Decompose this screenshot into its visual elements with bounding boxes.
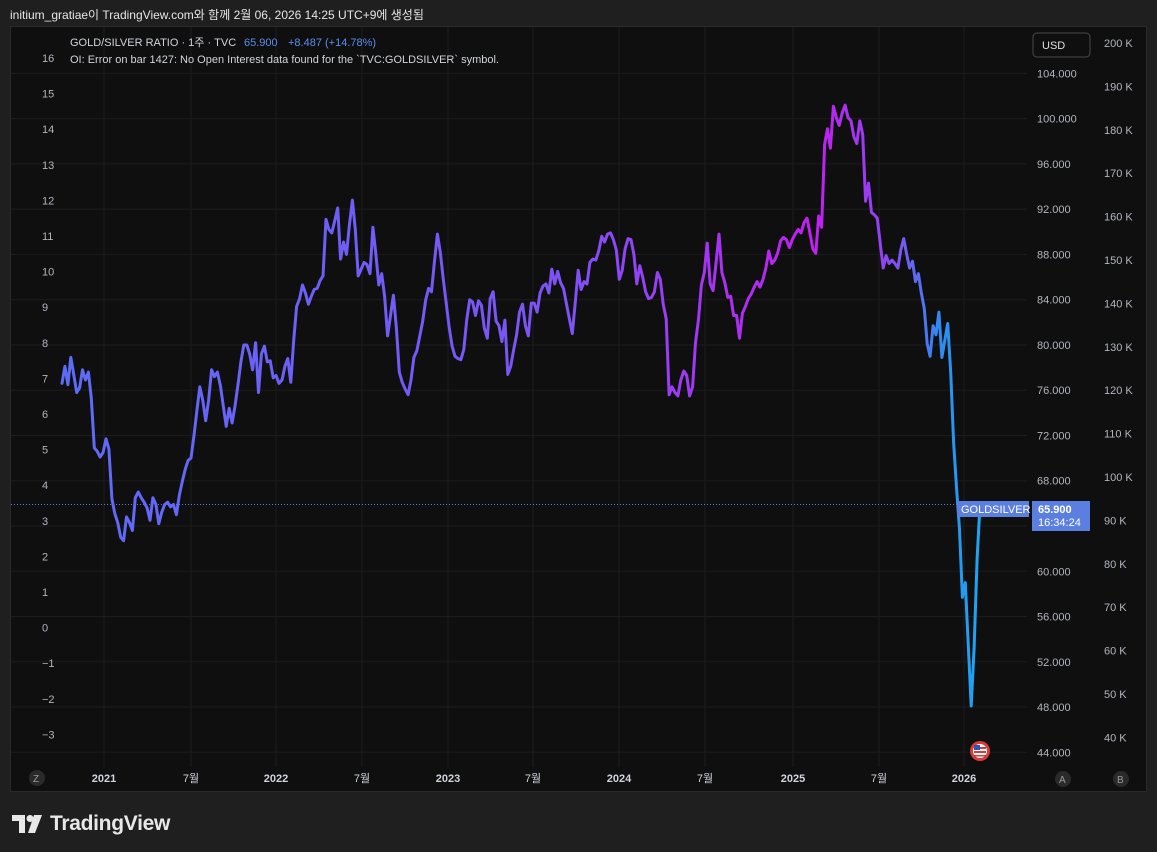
volume-scale-axis: 200 K 190 K 180 K 170 K 160 K 150 K 140 K 130 K… [1104, 38, 1133, 744]
auto-scale-button[interactable]: A [1055, 771, 1071, 787]
snapshot-caption: initium_gratiae이 TradingView.com와 함께 2월 … [10, 8, 424, 22]
right-axis-tick-label: 60.000 [1037, 566, 1071, 578]
right-axis-tick-label: 88.000 [1037, 249, 1071, 261]
chart-grid [11, 27, 1027, 767]
footer-bar: TradingView [0, 792, 1157, 852]
tradingview-logo[interactable]: TradingView [12, 812, 170, 836]
right-axis-tick-label: 72.000 [1037, 430, 1071, 442]
right-axis-tick-label: 84.000 [1037, 295, 1071, 307]
right-axis-tick-label: 76.000 [1037, 385, 1071, 397]
left-axis-tick-label: 15 [42, 89, 54, 101]
time-axis-label: 7월 [183, 772, 199, 785]
far-axis-tick-label: 80 K [1104, 559, 1127, 571]
left-axis-tick-label: −1 [42, 658, 55, 670]
time-axis[interactable]: 2021 7월 2022 7월 2023 7월 2024 7월 2025 7월 2026 [92, 772, 976, 785]
left-axis-tick-label: 11 [42, 231, 53, 243]
far-axis-tick-label: 150 K [1104, 255, 1133, 267]
left-axis-tick-label: −2 [42, 694, 55, 706]
time-axis-label: 2023 [436, 773, 460, 785]
left-axis-tick-label: 12 [42, 195, 54, 207]
price-label-symbol: GOLDSILVER [961, 504, 1031, 516]
last-price-label: GOLDSILVER 65.900 16:34:24 [957, 501, 1090, 531]
legend-change: +8.487 (+14.78%) [288, 37, 376, 49]
time-axis-label: 2021 [92, 773, 116, 785]
left-axis-tick-label: 13 [42, 160, 54, 172]
us-event-flag-icon[interactable] [970, 741, 990, 761]
left-axis-tick-label: 14 [42, 124, 54, 136]
right-axis-tick-label: 48.000 [1037, 702, 1071, 714]
left-axis-tick-label: 2 [42, 551, 48, 563]
far-axis-tick-label: 130 K [1104, 342, 1133, 354]
right-axis-tick-label: 104.000 [1037, 68, 1077, 80]
legend-last-value: 65.900 [244, 37, 278, 49]
log-scale-button[interactable]: B [1113, 771, 1129, 787]
right-axis-tick-label: 96.000 [1037, 159, 1071, 171]
left-axis-tick-label: 7 [42, 373, 48, 385]
far-axis-tick-label: 140 K [1104, 298, 1133, 310]
currency-label: USD [1042, 40, 1065, 52]
far-axis-tick-label: 70 K [1104, 602, 1127, 614]
far-axis-tick-label: 50 K [1104, 689, 1127, 701]
time-axis-label: 2022 [264, 773, 288, 785]
left-axis-tick-label: 9 [42, 302, 48, 314]
far-axis-tick-label: 170 K [1104, 168, 1133, 180]
left-axis-tick-label: 10 [42, 267, 54, 279]
left-axis-tick-label: 0 [42, 623, 48, 635]
tv-logo-icon [12, 815, 42, 833]
goto-start-label: Z [33, 774, 39, 785]
brand-name: TradingView [50, 812, 171, 835]
left-axis-tick-label: 1 [42, 587, 48, 599]
right-axis-tick-label: 68.000 [1037, 476, 1071, 488]
far-axis-tick-label: 180 K [1104, 125, 1133, 137]
top-caption-bar: initium_gratiae이 TradingView.com와 함께 2월 … [0, 0, 1157, 26]
price-label-countdown: 16:34:24 [1038, 517, 1081, 529]
right-axis-tick-label: 56.000 [1037, 612, 1071, 624]
auto-scale-label: A [1059, 775, 1066, 786]
left-axis-tick-label: 16 [42, 53, 54, 65]
far-axis-tick-label: 100 K [1104, 472, 1133, 484]
left-axis-tick-label: 8 [42, 338, 48, 350]
log-scale-label: B [1117, 775, 1124, 786]
time-axis-label: 2026 [952, 773, 976, 785]
time-axis-label: 7월 [525, 772, 541, 785]
time-axis-label: 7월 [871, 772, 887, 785]
right-axis-tick-label: 52.000 [1037, 657, 1071, 669]
far-axis-tick-label: 60 K [1104, 646, 1127, 658]
legend-error: OI: Error on bar 1427: No Open Interest … [70, 54, 499, 66]
price-label-value: 65.900 [1038, 504, 1072, 516]
right-price-axis[interactable]: 104.000 100.000 96.000 92.000 88.000 84.000 80… [1037, 68, 1077, 759]
left-axis-tick-label: 3 [42, 516, 48, 528]
currency-button[interactable]: USD [1032, 32, 1091, 58]
far-axis-tick-label: 40 K [1104, 732, 1127, 744]
ratio-series-line [60, 103, 982, 708]
far-axis-tick-label: 90 K [1104, 515, 1127, 527]
legend-symbol[interactable]: GOLD/SILVER RATIO · 1주 · TVC [70, 37, 236, 49]
right-axis-tick-label: 100.000 [1037, 114, 1077, 126]
chart-panel[interactable]: 16 15 14 13 12 11 10 9 8 7 6 5 4 3 2 1 0 −1 −2 −3 104.000 10… [10, 26, 1147, 792]
right-axis-tick-label: 92.000 [1037, 204, 1071, 216]
time-axis-label: 2024 [607, 773, 632, 785]
time-axis-label: 2025 [781, 773, 805, 785]
left-axis-tick-label: −3 [42, 729, 55, 741]
goto-start-button[interactable]: Z [29, 770, 45, 786]
right-axis-tick-label: 44.000 [1037, 747, 1071, 759]
left-axis-tick-label: 6 [42, 409, 48, 421]
time-axis-label: 7월 [354, 772, 370, 785]
far-axis-tick-label: 200 K [1104, 38, 1133, 50]
left-axis-tick-label: 4 [42, 480, 48, 492]
right-axis-tick-label: 80.000 [1037, 340, 1071, 352]
far-axis-tick-label: 190 K [1104, 81, 1133, 93]
left-axis-tick-label: 5 [42, 445, 48, 457]
far-axis-tick-label: 120 K [1104, 385, 1133, 397]
time-axis-label: 7월 [697, 772, 713, 785]
far-axis-tick-label: 160 K [1104, 212, 1133, 224]
far-axis-tick-label: 110 K [1104, 429, 1133, 441]
